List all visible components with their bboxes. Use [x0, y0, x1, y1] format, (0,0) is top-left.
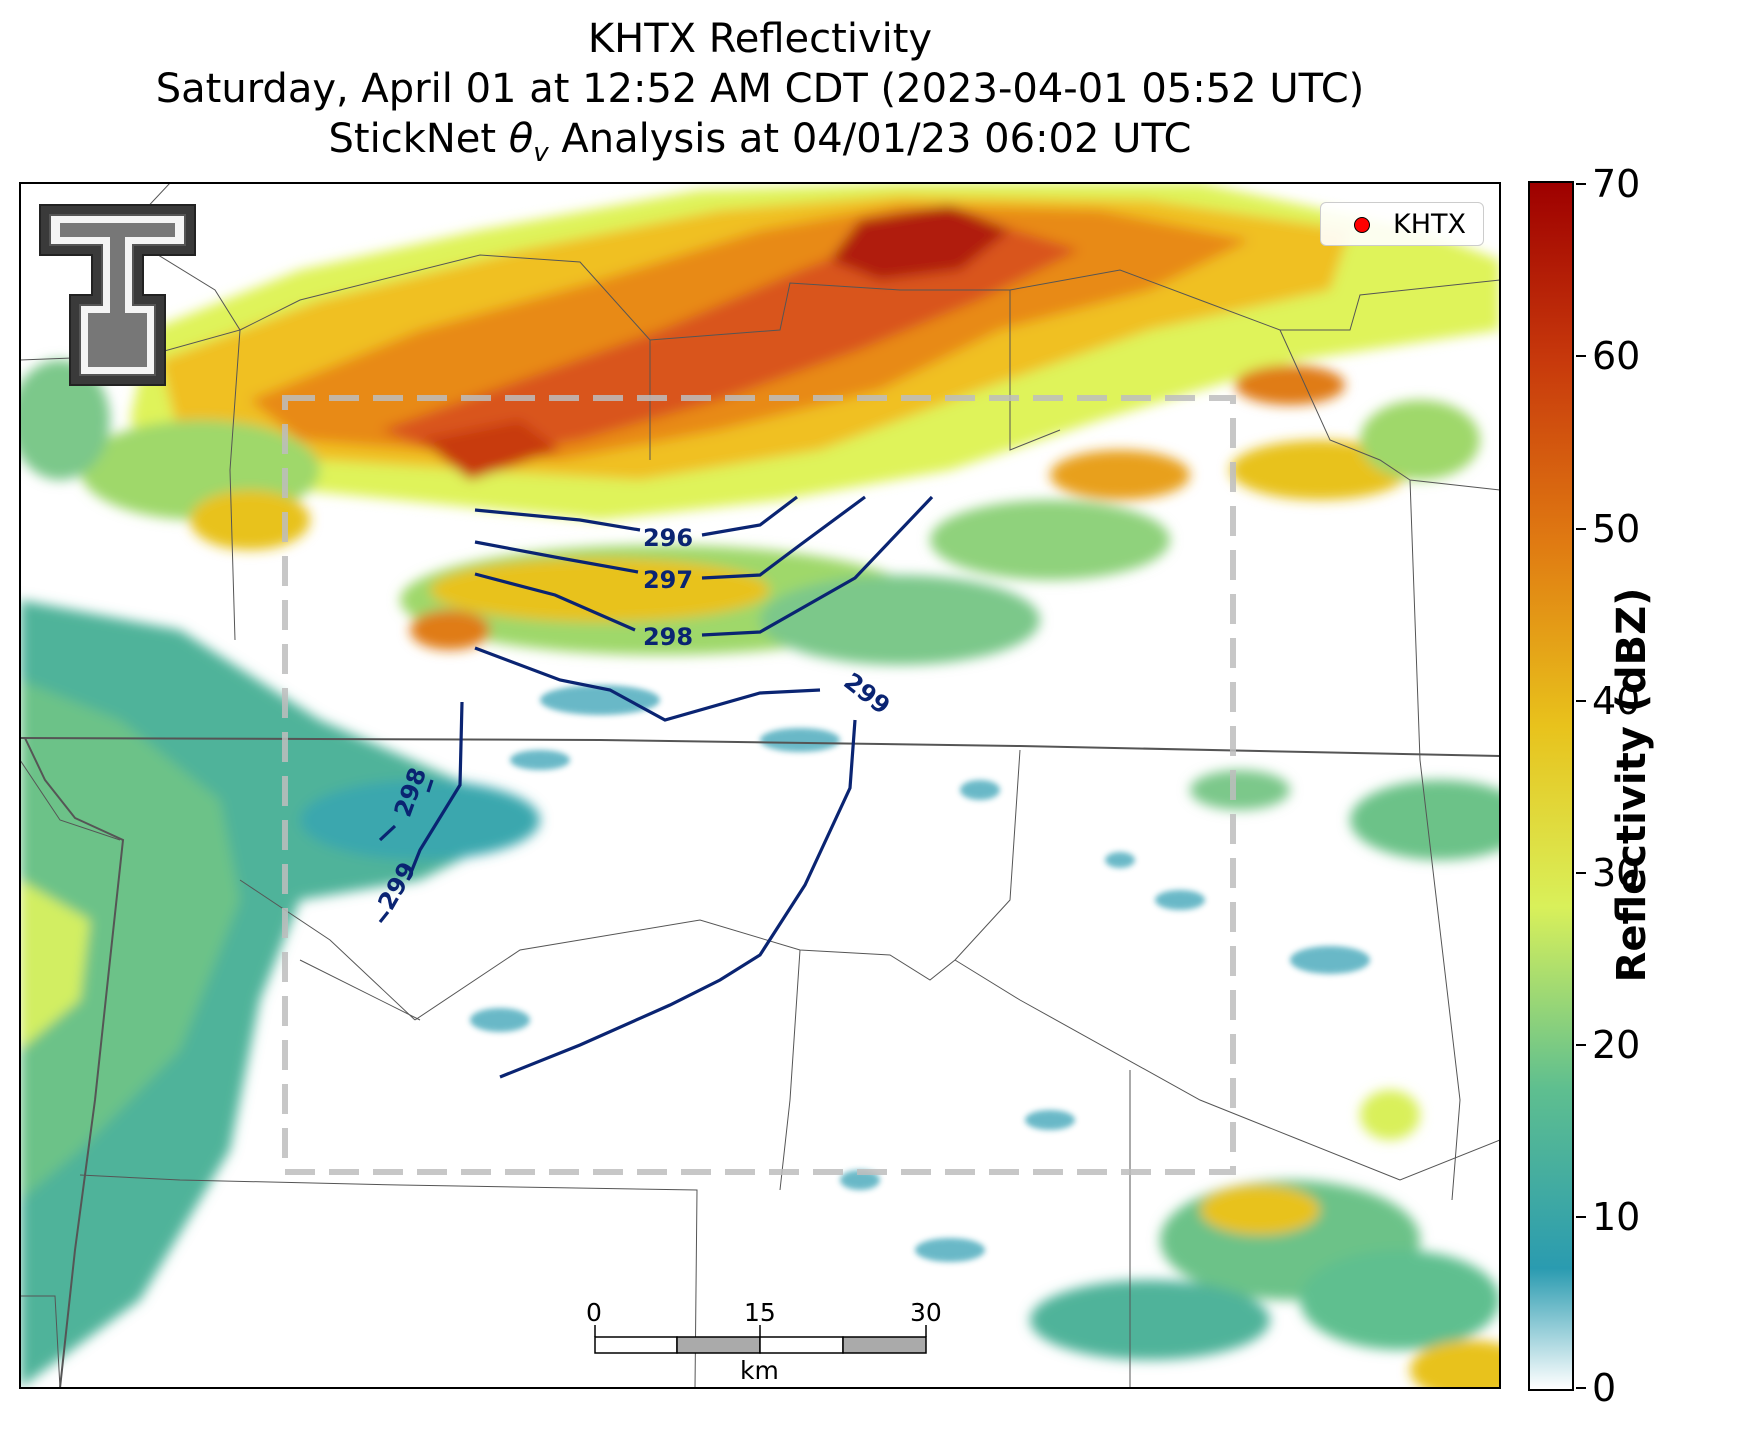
contour-299-south [499, 719, 857, 1079]
colorbar-tick [1576, 355, 1586, 357]
county-boundaries [20, 183, 1500, 1388]
colorbar-label-70: 70 [1592, 162, 1641, 206]
scalebar-label-30: 30 [910, 1298, 942, 1327]
contour-298-west [378, 779, 434, 842]
colorbar-tick [1576, 1387, 1586, 1389]
reflectivity-field [20, 183, 1500, 1388]
colorbar [1528, 181, 1574, 1391]
colorbar-label-40: 40 [1592, 679, 1641, 723]
colorbar-label-10: 10 [1592, 1195, 1641, 1239]
contour-297 [474, 495, 866, 580]
colorbar-label-20: 20 [1592, 1023, 1641, 1067]
colorbar-tick [1576, 183, 1586, 185]
colorbar-tick [1576, 872, 1586, 874]
theta-v-contours [378, 495, 934, 1079]
scalebar-unit: km [740, 1356, 779, 1385]
radar-site-marker-icon [1354, 217, 1370, 233]
colorbar-title: Reflectivity (dBZ) [1609, 587, 1655, 983]
state-boundaries [20, 737, 1500, 1388]
map-frame [19, 182, 1501, 1389]
colorbar-label-0: 0 [1592, 1366, 1617, 1410]
contour-296 [474, 495, 798, 537]
scalebar-label-0: 0 [586, 1298, 602, 1327]
contour-label-297: 297 [643, 566, 693, 594]
title-line-2: Saturday, April 01 at 12:52 AM CDT (2023… [155, 66, 1365, 112]
contour-298 [474, 495, 934, 637]
legend: KHTX [1320, 202, 1484, 246]
scale-bar [594, 1325, 927, 1354]
contour-299-west [378, 701, 464, 923]
title-line-1: KHTX Reflectivity [587, 16, 933, 62]
contour-label-296: 296 [643, 524, 693, 552]
legend-label: KHTX [1393, 209, 1466, 240]
colorbar-tick [1576, 1216, 1586, 1218]
colorbar-gradient [1530, 183, 1572, 1389]
scalebar-label-15: 15 [744, 1298, 776, 1327]
colorbar-tick [1576, 1044, 1586, 1046]
analysis-domain-box [282, 395, 1236, 1175]
colorbar-tick [1576, 700, 1586, 702]
colorbar-label-60: 60 [1592, 334, 1641, 378]
contour-label-298: 298 [643, 623, 693, 651]
colorbar-tick [1576, 528, 1586, 530]
contour-299 [474, 646, 821, 722]
radar-panel: 296 297 298 299 298 299 [20, 183, 1500, 1388]
colorbar-label-30: 30 [1592, 851, 1641, 895]
title-line-3: StickNet θv Analysis at 04/01/23 06:02 U… [328, 116, 1192, 168]
colorbar-label-50: 50 [1592, 507, 1641, 551]
logo-icon [39, 204, 196, 386]
